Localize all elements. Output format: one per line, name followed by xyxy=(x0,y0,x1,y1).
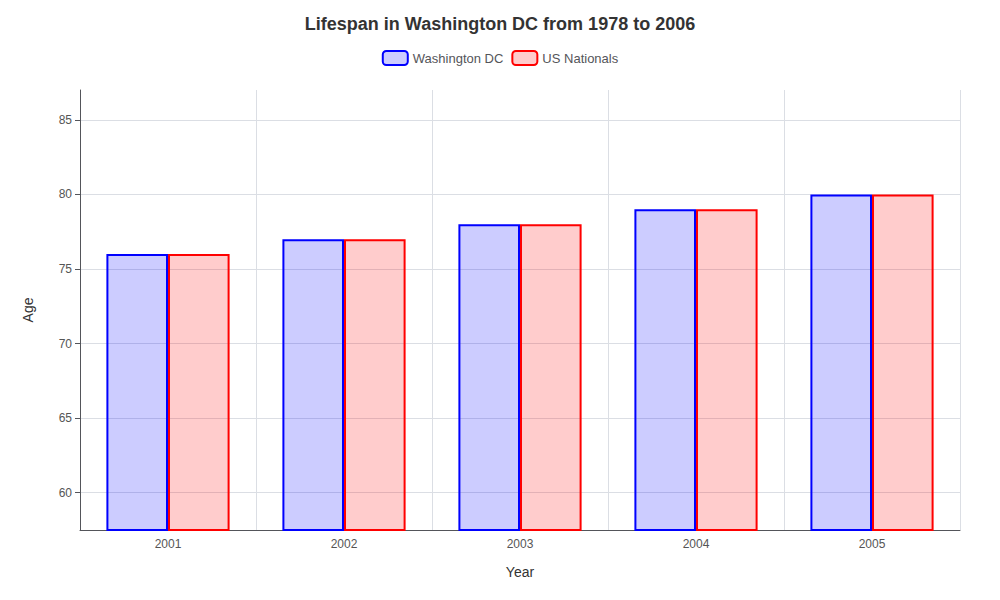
svg-text:2003: 2003 xyxy=(507,537,534,551)
svg-text:US Nationals: US Nationals xyxy=(542,51,618,66)
svg-text:2002: 2002 xyxy=(331,537,358,551)
svg-text:85: 85 xyxy=(59,113,73,127)
svg-text:2005: 2005 xyxy=(859,537,886,551)
svg-text:Age: Age xyxy=(20,297,36,322)
svg-text:Year: Year xyxy=(506,564,535,580)
svg-text:75: 75 xyxy=(59,262,73,276)
svg-text:80: 80 xyxy=(59,187,73,201)
svg-text:2001: 2001 xyxy=(155,537,182,551)
svg-text:60: 60 xyxy=(59,486,73,500)
svg-text:2004: 2004 xyxy=(683,537,710,551)
svg-text:Lifespan in Washington DC from: Lifespan in Washington DC from 1978 to 2… xyxy=(305,14,695,34)
svg-text:Washington DC: Washington DC xyxy=(413,51,504,66)
svg-text:65: 65 xyxy=(59,411,73,425)
svg-text:70: 70 xyxy=(59,337,73,351)
